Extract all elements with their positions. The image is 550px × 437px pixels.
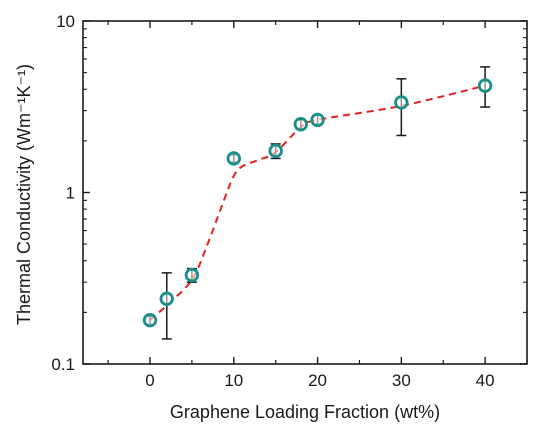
y-tick-labels: 0.1 1 10 — [51, 12, 75, 374]
y-axis-unit: Wm⁻¹K⁻¹ — [14, 70, 34, 145]
data-point — [159, 291, 174, 306]
x-tick-label: 10 — [224, 371, 243, 390]
y-tick-label: 1 — [66, 184, 75, 203]
data-point — [394, 95, 409, 110]
trend-line-layer — [149, 84, 486, 321]
data-point — [226, 151, 241, 166]
x-tick-label: 30 — [392, 371, 411, 390]
data-point — [142, 313, 158, 328]
data-point — [268, 143, 283, 159]
x-tick-label: 40 — [476, 371, 495, 390]
data-point — [293, 117, 309, 132]
x-tick-label: 20 — [308, 371, 327, 390]
tick-layer — [83, 20, 528, 365]
x-tick-labels: 0 10 20 30 40 — [145, 371, 494, 390]
y-axis-title: Thermal Conductivity (Wm⁻¹K⁻¹) — [14, 64, 34, 325]
y-axis-title-text: Thermal Conductivity — [14, 156, 34, 325]
plot-frame — [82, 20, 528, 365]
x-tick-label: 0 — [145, 371, 154, 390]
data-point-layer — [142, 78, 493, 328]
error-bar-layer — [145, 66, 491, 340]
y-tick-label: 10 — [56, 12, 75, 31]
data-point — [477, 78, 493, 93]
y-tick-label: 0.1 — [51, 355, 75, 374]
data-point — [310, 112, 325, 128]
x-axis-title: Graphene Loading Fraction (wt%) — [170, 402, 440, 422]
trend-line — [149, 84, 486, 321]
data-point — [184, 267, 200, 283]
